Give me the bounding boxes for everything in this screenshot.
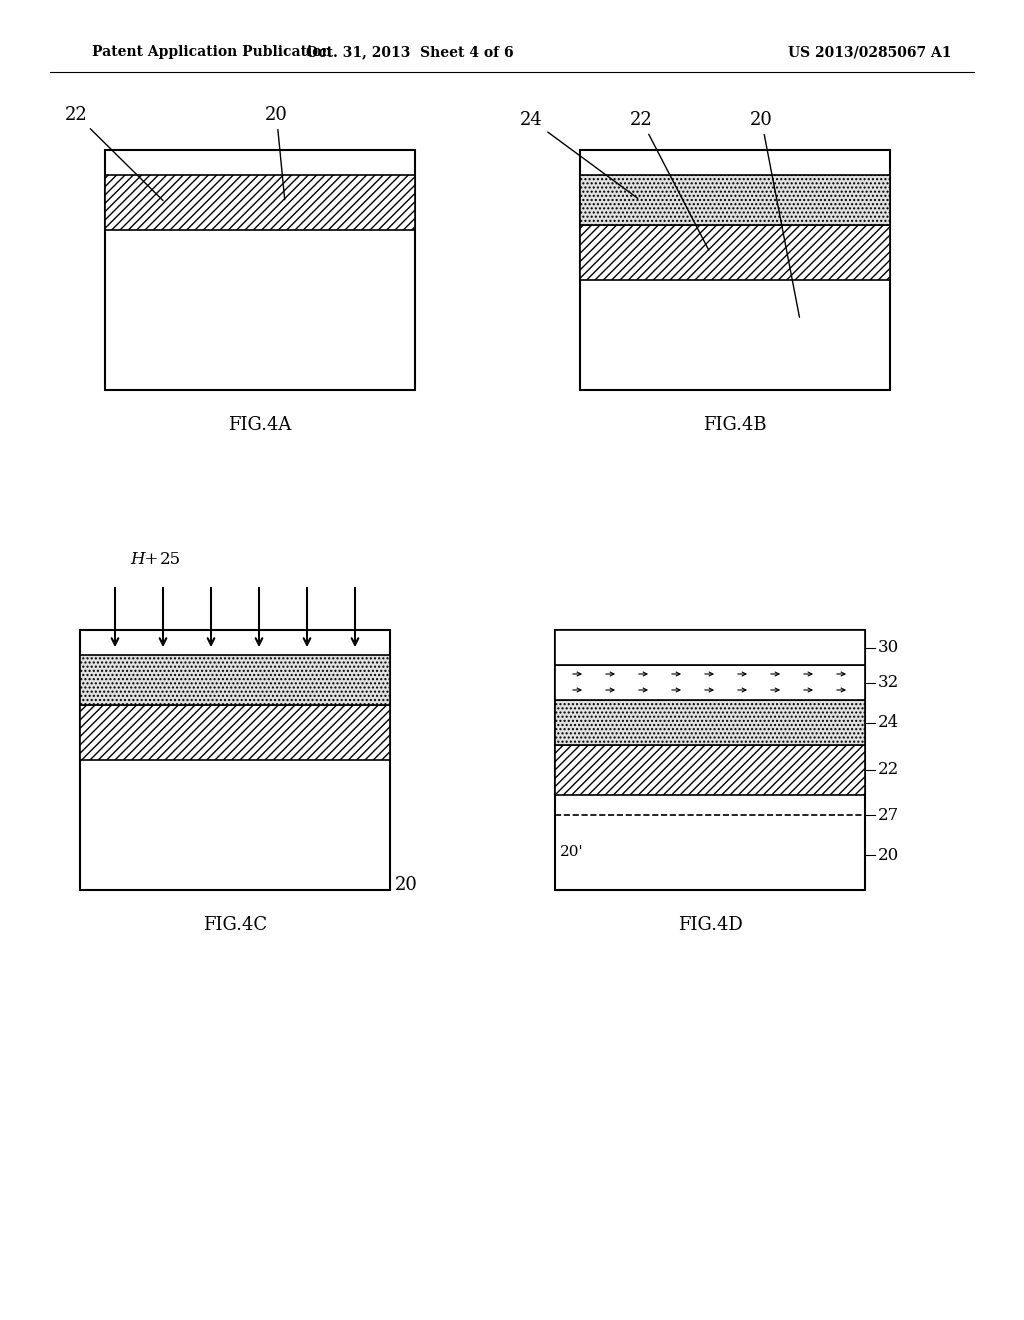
Text: 20': 20' bbox=[560, 845, 584, 859]
FancyBboxPatch shape bbox=[580, 176, 890, 224]
Text: FIG.4C: FIG.4C bbox=[203, 916, 267, 935]
Text: FIG.4B: FIG.4B bbox=[703, 416, 767, 434]
Text: FIG.4D: FIG.4D bbox=[678, 916, 742, 935]
FancyBboxPatch shape bbox=[580, 224, 890, 280]
FancyBboxPatch shape bbox=[80, 705, 390, 760]
FancyBboxPatch shape bbox=[555, 630, 865, 665]
Text: 32: 32 bbox=[878, 675, 899, 690]
Text: Oct. 31, 2013  Sheet 4 of 6: Oct. 31, 2013 Sheet 4 of 6 bbox=[306, 45, 514, 59]
Text: 22: 22 bbox=[65, 106, 163, 201]
FancyBboxPatch shape bbox=[555, 665, 865, 700]
Text: 20: 20 bbox=[750, 111, 800, 317]
Text: FIG.4A: FIG.4A bbox=[228, 416, 292, 434]
Text: 27: 27 bbox=[878, 807, 899, 824]
Text: 22: 22 bbox=[878, 762, 899, 779]
Text: 24: 24 bbox=[878, 714, 899, 731]
Text: 20: 20 bbox=[878, 846, 899, 863]
FancyBboxPatch shape bbox=[580, 150, 890, 389]
Text: 20: 20 bbox=[395, 876, 418, 894]
Text: US 2013/0285067 A1: US 2013/0285067 A1 bbox=[788, 45, 951, 59]
Text: 22: 22 bbox=[630, 111, 709, 249]
Text: Patent Application Publication: Patent Application Publication bbox=[92, 45, 332, 59]
FancyBboxPatch shape bbox=[80, 655, 390, 705]
FancyBboxPatch shape bbox=[80, 630, 390, 890]
Text: 20: 20 bbox=[265, 106, 288, 199]
FancyBboxPatch shape bbox=[555, 744, 865, 795]
FancyBboxPatch shape bbox=[555, 630, 865, 890]
FancyBboxPatch shape bbox=[105, 176, 415, 230]
FancyBboxPatch shape bbox=[555, 700, 865, 744]
FancyBboxPatch shape bbox=[105, 150, 415, 389]
Text: 25: 25 bbox=[160, 552, 181, 569]
Text: 30: 30 bbox=[878, 639, 899, 656]
Text: 24: 24 bbox=[520, 111, 638, 198]
Text: H+: H+ bbox=[130, 552, 159, 569]
